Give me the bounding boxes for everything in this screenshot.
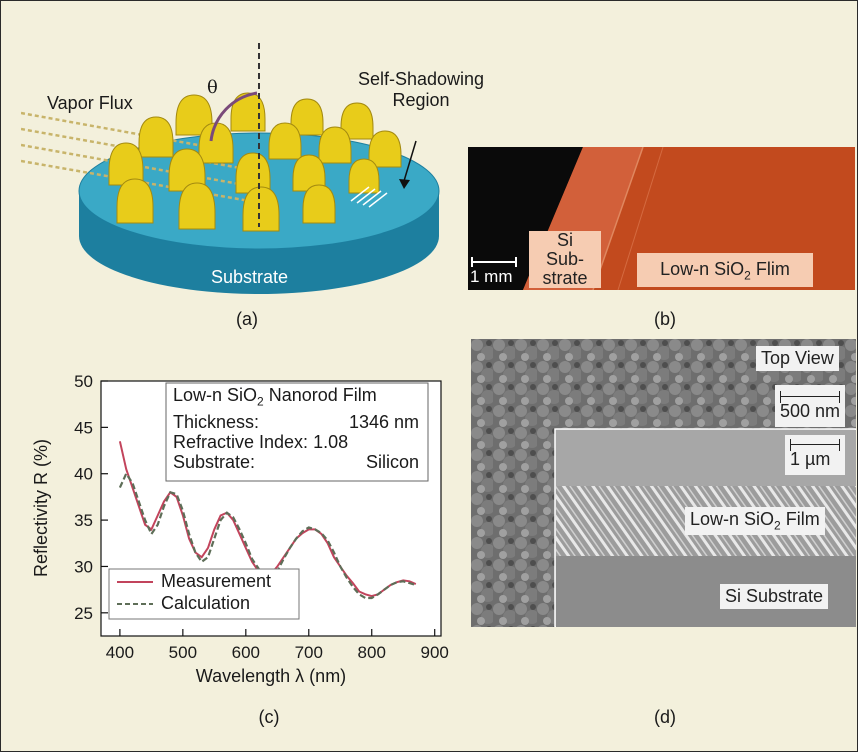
info-thickness-row: Thickness: 1346 nm <box>173 412 419 432</box>
y-tick-label: 40 <box>74 465 93 484</box>
y-tick-label: 45 <box>74 418 93 437</box>
scale-box-cross: 1 µm <box>785 435 845 475</box>
scale-bar-top <box>780 391 841 403</box>
film-label-d-end: Film <box>780 509 820 529</box>
x-tick-label: 500 <box>169 643 197 662</box>
y-tick-label: 50 <box>74 372 93 391</box>
info-index-row: Refractive Index: 1.08 <box>173 432 419 452</box>
info-box-text: Low-n SiO2 Nanorod Film Thickness: 1346 n… <box>173 385 419 472</box>
y-axis-label: Reflectivity R (%) <box>31 439 51 577</box>
info-title-text: Low-n SiO <box>173 385 258 405</box>
info-thickness-key: Thickness: <box>173 411 260 432</box>
top-view-label: Top View <box>756 346 839 371</box>
axis-ticks: 400 500 600 700 800 900 25 30 35 40 45 50 <box>74 372 449 662</box>
legend-box <box>108 568 300 620</box>
scale-bar-cross <box>790 439 840 451</box>
info-title: Low-n SiO2 Nanorod Film <box>173 385 419 412</box>
theta-label: θ <box>207 77 218 98</box>
shadow-label-line2: Region <box>392 90 450 110</box>
reflectivity-chart: 400 500 600 700 800 900 25 30 35 40 45 50 Wavelengt… <box>31 372 449 686</box>
scale-label-top: 500 nm <box>780 401 841 421</box>
info-substrate-key: Substrate: <box>173 451 256 472</box>
scale-label-cross: 1 µm <box>790 449 831 469</box>
caption-a: (a) <box>236 309 258 329</box>
info-title-sub: 2 <box>257 394 264 409</box>
x-tick-label: 800 <box>358 643 386 662</box>
y-tick-label: 25 <box>74 604 93 623</box>
y-tick-label: 35 <box>74 511 93 530</box>
legend-measurement-label: Measurement <box>161 571 272 591</box>
caption-d: (d) <box>654 707 676 727</box>
x-tick-label: 900 <box>421 643 449 662</box>
shadow-arrow <box>403 140 417 182</box>
shadow-label-line1: Self-Shadowing <box>357 69 485 89</box>
panel-a-illustration <box>21 43 440 294</box>
si-substrate-label-d: Si Substrate <box>720 584 829 609</box>
x-axis-label: Wavelength λ (nm) <box>196 666 346 686</box>
si-label-line1: Si <box>556 230 573 250</box>
x-tick-label: 600 <box>232 643 260 662</box>
info-substrate-row: Substrate: Silicon <box>173 452 419 472</box>
substrate-label: Substrate <box>211 267 289 287</box>
info-substrate-val: Silicon <box>365 451 419 472</box>
film-label-b: Low-n SiO2 Flim <box>637 253 813 287</box>
info-title-end: Nanorod Film <box>263 385 377 405</box>
info-box <box>165 382 429 482</box>
info-thickness-val: 1346 nm <box>348 411 419 432</box>
scale-label-b: 1 mm <box>470 267 513 286</box>
theta-arc <box>209 91 258 142</box>
y-tick-label: 30 <box>74 557 93 576</box>
shadow-region <box>350 186 388 208</box>
info-index-key: Refractive Index: <box>173 431 309 452</box>
film-label-d-text: Low-n SiO <box>690 509 775 529</box>
si-substrate-label: Si Sub- strate <box>529 231 601 288</box>
vapor-flux-label: Vapor Flux <box>47 93 133 113</box>
film-label-b-text: Low-n SiO <box>660 259 745 279</box>
scale-box-top: 500 nm <box>775 385 846 427</box>
legend-calculation-label: Calculation <box>161 593 251 613</box>
film-label-d: Low-n SiO2 Film <box>685 507 825 535</box>
x-tick-label: 400 <box>106 643 134 662</box>
si-label-line3: strate <box>542 268 588 288</box>
film-label-d-sub: 2 <box>774 518 781 533</box>
shadow-label: Self-Shadowing Region <box>341 69 501 111</box>
si-label-line2: Sub- <box>545 249 585 269</box>
nanorod-domes <box>108 92 402 232</box>
film-label-b-sub: 2 <box>744 268 751 283</box>
film-label-b-end: Flim <box>750 259 790 279</box>
caption-b: (b) <box>654 309 676 329</box>
caption-c: (c) <box>258 707 280 727</box>
x-tick-label: 700 <box>295 643 323 662</box>
info-index-val: 1.08 <box>313 431 349 452</box>
